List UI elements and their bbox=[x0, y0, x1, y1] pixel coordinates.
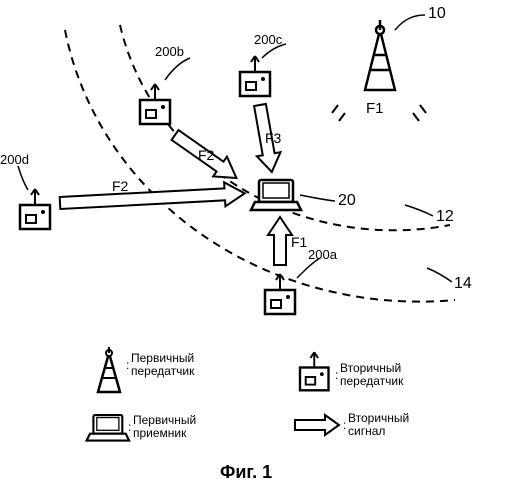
primary-receiver bbox=[251, 180, 301, 210]
legend-secondary-signal: Вторичныйсигнал bbox=[348, 412, 409, 438]
coverage-arcs bbox=[65, 25, 455, 302]
legend-colon-4: : bbox=[343, 418, 346, 432]
label-200c: 200c bbox=[254, 32, 282, 47]
legend-primary-rx: Первичныйприемник bbox=[133, 414, 196, 440]
secondary-tx-200b bbox=[140, 84, 170, 124]
legend-colon-3: : bbox=[335, 368, 338, 382]
label-14: 14 bbox=[454, 275, 472, 293]
label-f3-c: F3 bbox=[265, 130, 281, 146]
label-200b: 200b bbox=[155, 44, 184, 59]
diagram-canvas: 10 20 200b 200c 200a 200d 12 14 F1 F2 F3… bbox=[0, 0, 507, 500]
diagram-svg bbox=[0, 0, 507, 500]
arrow-f2-from-200d bbox=[59, 181, 245, 215]
primary-transmitter bbox=[365, 20, 395, 90]
label-200a: 200a bbox=[308, 247, 337, 262]
label-f1-a: F1 bbox=[291, 234, 307, 250]
label-10: 10 bbox=[428, 5, 446, 23]
legend-primary-tx: Первичныйпередатчик bbox=[131, 352, 194, 378]
legend bbox=[87, 347, 339, 441]
label-12: 12 bbox=[436, 208, 454, 226]
label-200d: 200d bbox=[0, 152, 29, 167]
arrow-f1-from-200a bbox=[268, 217, 292, 265]
secondary-tx-200c bbox=[240, 56, 270, 96]
label-20: 20 bbox=[338, 192, 356, 210]
legend-colon-2: : bbox=[128, 420, 131, 434]
arc-outer bbox=[65, 30, 455, 302]
secondary-tx-200d bbox=[20, 189, 50, 229]
label-f2-d: F2 bbox=[112, 178, 128, 194]
figure-caption: Фиг. 1 bbox=[220, 462, 272, 483]
legend-colon-1: : bbox=[126, 358, 129, 372]
legend-secondary-tx: Вторичныйпередатчик bbox=[340, 362, 403, 388]
label-f1-primary: F1 bbox=[366, 100, 384, 117]
label-f2-b: F2 bbox=[198, 147, 214, 163]
